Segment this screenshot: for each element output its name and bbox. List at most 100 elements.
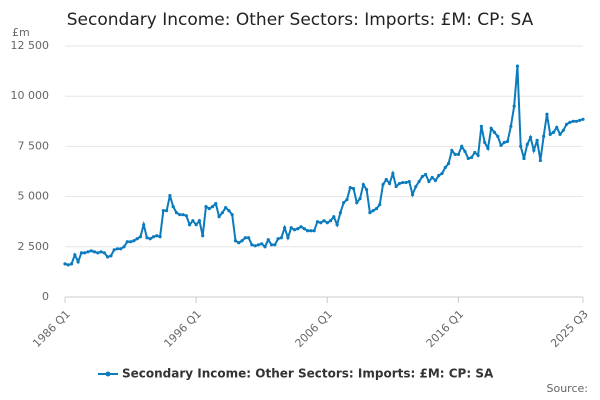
point — [165, 209, 169, 213]
point — [279, 236, 283, 240]
x-tick-label: 2006 Q1 — [293, 308, 336, 351]
point — [384, 177, 388, 182]
point — [187, 223, 192, 227]
point — [292, 228, 297, 232]
legend-label: Secondary Income: Other Sectors: Imports… — [122, 367, 494, 381]
point — [555, 125, 559, 129]
y-tick-label: 2 500 — [18, 240, 50, 253]
y-tick-label: 7 500 — [18, 139, 50, 152]
point — [351, 186, 356, 191]
point — [355, 201, 359, 205]
point — [260, 242, 264, 246]
point — [433, 178, 438, 183]
point — [443, 165, 447, 170]
y-unit: £m — [12, 26, 30, 39]
point — [460, 144, 464, 148]
point — [145, 236, 149, 240]
point — [446, 161, 451, 166]
point — [174, 211, 179, 215]
y-tick-label: 10 000 — [11, 89, 50, 102]
point — [502, 140, 506, 144]
point — [142, 223, 146, 227]
point — [178, 213, 182, 217]
x-tick-label: 1986 Q1 — [30, 308, 73, 351]
point — [512, 104, 516, 108]
point — [276, 237, 280, 241]
point — [378, 203, 382, 207]
point — [348, 185, 352, 190]
point — [489, 126, 493, 130]
point — [525, 142, 529, 146]
point — [322, 219, 326, 223]
point — [181, 213, 185, 217]
point — [565, 122, 569, 126]
point — [440, 171, 444, 176]
point — [492, 130, 497, 134]
point — [299, 225, 303, 229]
point — [191, 219, 195, 223]
point — [246, 236, 251, 240]
chart-title: Secondary Income: Other Sectors: Imports… — [67, 10, 534, 30]
point — [410, 192, 415, 197]
point — [496, 134, 500, 138]
point — [391, 171, 395, 176]
x-tick-label: 2016 Q1 — [424, 308, 467, 351]
point — [499, 143, 503, 147]
point — [106, 255, 110, 259]
x-tick-label: 2025 Q3 — [548, 308, 591, 351]
point — [450, 148, 454, 153]
point — [263, 245, 267, 249]
point — [387, 181, 392, 186]
point — [548, 132, 552, 136]
point — [532, 148, 536, 153]
point — [66, 263, 70, 267]
point — [158, 235, 162, 239]
point — [538, 158, 542, 163]
point — [214, 202, 218, 206]
point — [148, 237, 152, 241]
point — [184, 214, 188, 218]
point — [63, 262, 67, 266]
point — [361, 182, 365, 187]
point — [397, 181, 402, 186]
point — [207, 207, 211, 211]
point — [338, 211, 342, 215]
point — [466, 156, 470, 161]
point — [109, 254, 113, 258]
point — [283, 226, 287, 230]
point — [230, 213, 234, 217]
point — [542, 134, 546, 138]
point — [119, 247, 123, 251]
point — [194, 223, 198, 227]
point — [289, 226, 293, 230]
point — [430, 175, 434, 180]
point — [335, 223, 339, 227]
point — [420, 174, 424, 179]
point — [325, 221, 329, 225]
point — [515, 64, 520, 68]
point — [227, 209, 231, 213]
point — [269, 243, 274, 247]
point — [453, 152, 457, 157]
point — [558, 132, 562, 136]
point — [115, 247, 120, 251]
point — [306, 229, 310, 233]
point — [328, 219, 333, 223]
point — [332, 215, 336, 219]
point — [286, 236, 290, 240]
point — [424, 172, 428, 177]
legend-marker — [105, 371, 111, 377]
point — [99, 250, 103, 254]
point — [79, 251, 83, 255]
point — [407, 179, 411, 184]
point — [135, 237, 139, 241]
x-tick-label: 1996 Q1 — [161, 308, 204, 351]
point — [315, 220, 320, 224]
point — [83, 251, 87, 255]
point — [571, 119, 575, 123]
point — [102, 251, 106, 255]
point — [528, 135, 533, 139]
point — [73, 253, 77, 257]
point — [161, 209, 165, 213]
